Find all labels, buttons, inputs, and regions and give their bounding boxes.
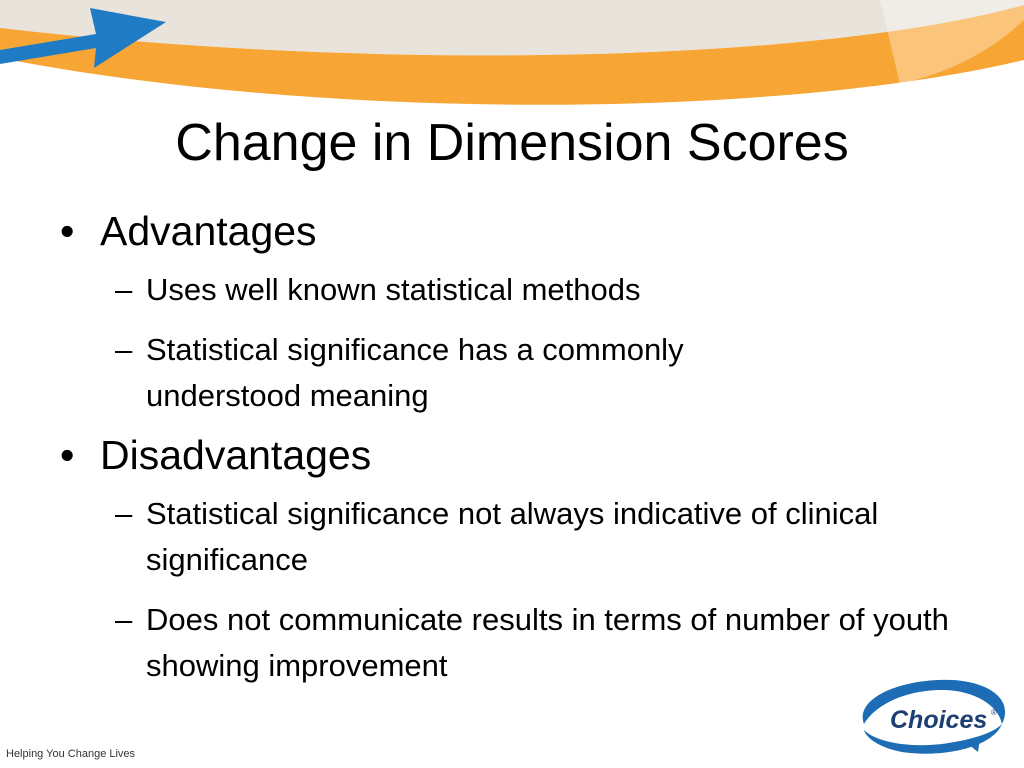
dash-icon: –	[115, 496, 133, 531]
logo-text: Choices	[890, 706, 987, 734]
bullet-icon: •	[60, 208, 75, 254]
sub-bullet-text: Does not communicate results in terms of…	[146, 602, 949, 683]
bullet-heading-advantages: Advantages	[100, 208, 317, 254]
dash-icon: –	[115, 332, 133, 367]
sub-bullet: – Does not communicate results in terms …	[60, 597, 976, 689]
dash-icon: –	[115, 602, 133, 637]
logo-registered-mark: ®	[991, 708, 997, 717]
logo-arrowhead	[968, 738, 980, 752]
bullet-heading-disadvantages: Disadvantages	[100, 432, 372, 478]
slide-title: Change in Dimension Scores	[175, 114, 849, 172]
bullet-advantages: • Advantages	[60, 205, 980, 257]
slide-content: • Advantages – Uses well known statistic…	[60, 205, 980, 703]
footer-tagline: Helping You Change Lives	[6, 748, 136, 760]
sub-bullet: – Statistical significance has a commonl…	[60, 327, 796, 419]
bullet-icon: •	[60, 432, 75, 478]
banner-orange-band	[0, 5, 1024, 105]
banner-beige-band	[0, 0, 1024, 56]
banner-highlight	[880, 0, 1024, 84]
arrow-icon	[0, 8, 166, 68]
dash-icon: –	[115, 272, 133, 307]
bullet-disadvantages: • Disadvantages	[60, 429, 980, 481]
sub-bullet-text: Statistical significance has a commonly …	[146, 332, 684, 413]
logo-swoosh-top	[862, 679, 1006, 724]
choices-logo: Choices ®	[862, 679, 1006, 754]
sub-bullet-text: Statistical significance not always indi…	[146, 496, 879, 577]
sub-bullet-text: Uses well known statistical methods	[146, 272, 641, 307]
header-banner	[0, 0, 1024, 120]
sub-bullet: – Uses well known statistical methods	[60, 267, 980, 313]
sub-bullet: – Statistical significance not always in…	[60, 491, 936, 583]
logo-swoosh-bottom	[864, 724, 1002, 754]
